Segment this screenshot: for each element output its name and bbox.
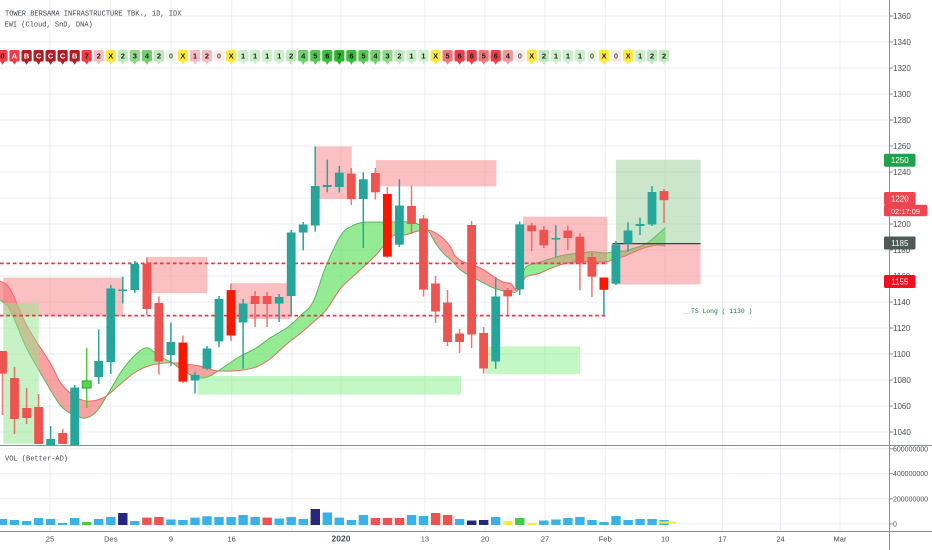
svg-text:B: B xyxy=(72,52,78,61)
svg-text:1185: 1185 xyxy=(891,239,909,248)
svg-text:4: 4 xyxy=(373,52,378,61)
svg-text:0: 0 xyxy=(590,52,594,61)
svg-text:1300: 1300 xyxy=(893,90,911,99)
svg-text:0: 0 xyxy=(169,52,173,61)
svg-text:1: 1 xyxy=(241,52,245,61)
svg-text:1250: 1250 xyxy=(891,156,909,165)
svg-text:10: 10 xyxy=(661,535,669,544)
svg-text:X: X xyxy=(229,52,234,61)
svg-text:1340: 1340 xyxy=(893,38,911,47)
svg-text:4: 4 xyxy=(145,52,150,61)
svg-text:24: 24 xyxy=(776,535,784,544)
svg-text:1: 1 xyxy=(265,52,269,61)
svg-text:1: 1 xyxy=(421,52,425,61)
svg-text:TOWER BERSAMA INFRASTRUCTURE T: TOWER BERSAMA INFRASTRUCTURE TBK., 1D, I… xyxy=(5,10,182,18)
svg-text:1200: 1200 xyxy=(893,220,911,229)
svg-text:TS Long ( 1130 ): TS Long ( 1130 ) xyxy=(691,308,752,315)
svg-text:2: 2 xyxy=(157,52,161,61)
svg-text:0: 0 xyxy=(0,52,4,61)
svg-text:1: 1 xyxy=(253,52,257,61)
svg-text:1240: 1240 xyxy=(893,168,911,177)
svg-text:5: 5 xyxy=(482,52,486,61)
svg-text:1280: 1280 xyxy=(893,116,911,125)
svg-text:1320: 1320 xyxy=(893,64,911,73)
svg-text:1080: 1080 xyxy=(893,376,911,385)
svg-text:VOL (Better-AD): VOL (Better-AD) xyxy=(5,456,68,464)
svg-text:2: 2 xyxy=(542,52,546,61)
svg-text:1: 1 xyxy=(193,52,197,61)
svg-text:2: 2 xyxy=(121,52,125,61)
svg-text:1: 1 xyxy=(638,52,642,61)
svg-text:__: __ xyxy=(682,308,691,315)
svg-text:4: 4 xyxy=(301,52,306,61)
svg-text:X: X xyxy=(433,52,438,61)
svg-text:C: C xyxy=(36,52,42,61)
svg-text:1260: 1260 xyxy=(893,142,911,151)
svg-text:1360: 1360 xyxy=(893,12,911,21)
svg-text:Feb: Feb xyxy=(599,535,612,544)
svg-text:Des: Des xyxy=(104,535,118,544)
svg-text:1: 1 xyxy=(409,52,413,61)
svg-text:C: C xyxy=(48,52,54,61)
svg-text:X: X xyxy=(626,52,631,61)
svg-text:1: 1 xyxy=(578,52,582,61)
svg-text:2: 2 xyxy=(97,52,101,61)
svg-text:1: 1 xyxy=(566,52,570,61)
svg-text:17: 17 xyxy=(718,535,726,544)
svg-text:25: 25 xyxy=(46,535,54,544)
svg-text:9: 9 xyxy=(169,535,173,544)
svg-text:13: 13 xyxy=(421,535,429,544)
svg-text:1140: 1140 xyxy=(893,298,911,307)
svg-text:6: 6 xyxy=(494,52,498,61)
svg-text:0: 0 xyxy=(614,52,618,61)
svg-text:3: 3 xyxy=(133,52,137,61)
svg-text:2: 2 xyxy=(397,52,401,61)
svg-text:7: 7 xyxy=(337,52,341,61)
svg-text:6: 6 xyxy=(470,52,474,61)
svg-text:6: 6 xyxy=(458,52,462,61)
svg-text:0: 0 xyxy=(893,521,897,528)
svg-text:200000000: 200000000 xyxy=(893,496,928,503)
svg-text:C: C xyxy=(60,52,66,61)
svg-text:6: 6 xyxy=(325,52,329,61)
svg-text:1100: 1100 xyxy=(893,350,911,359)
svg-text:1: 1 xyxy=(554,52,558,61)
svg-text:6: 6 xyxy=(349,52,353,61)
svg-text:7: 7 xyxy=(85,52,89,61)
svg-text:600000000: 600000000 xyxy=(893,446,928,453)
svg-text:2: 2 xyxy=(650,52,654,61)
svg-text:2: 2 xyxy=(289,52,293,61)
svg-text:16: 16 xyxy=(228,535,236,544)
svg-text:5: 5 xyxy=(446,52,450,61)
svg-text:1: 1 xyxy=(277,52,281,61)
svg-text:1040: 1040 xyxy=(893,428,911,437)
svg-text:4: 4 xyxy=(506,52,511,61)
svg-text:1060: 1060 xyxy=(893,402,911,411)
svg-text:5: 5 xyxy=(361,52,365,61)
svg-text:3: 3 xyxy=(385,52,389,61)
svg-text:EWI (Cloud, SnD, DNA): EWI (Cloud, SnD, DNA) xyxy=(5,21,93,29)
svg-text:0: 0 xyxy=(217,52,221,61)
svg-text:X: X xyxy=(180,52,185,61)
svg-text:1120: 1120 xyxy=(893,324,911,333)
svg-text:2: 2 xyxy=(205,52,209,61)
svg-text:20: 20 xyxy=(481,535,489,544)
svg-text:X: X xyxy=(108,52,113,61)
svg-text:5: 5 xyxy=(313,52,317,61)
svg-text:0: 0 xyxy=(518,52,522,61)
svg-text:X: X xyxy=(601,52,606,61)
svg-text:27: 27 xyxy=(541,535,549,544)
svg-text:02:17:09: 02:17:09 xyxy=(891,207,920,216)
svg-text:B: B xyxy=(24,52,30,61)
svg-text:2020: 2020 xyxy=(332,534,351,544)
svg-text:1220: 1220 xyxy=(891,194,909,203)
svg-text:2: 2 xyxy=(662,52,666,61)
svg-text:400000000: 400000000 xyxy=(893,471,928,478)
svg-text:1180: 1180 xyxy=(893,246,911,255)
svg-text:1155: 1155 xyxy=(891,277,909,286)
svg-text:Mar: Mar xyxy=(834,535,847,544)
svg-text:X: X xyxy=(529,52,534,61)
svg-text:A: A xyxy=(12,52,18,61)
